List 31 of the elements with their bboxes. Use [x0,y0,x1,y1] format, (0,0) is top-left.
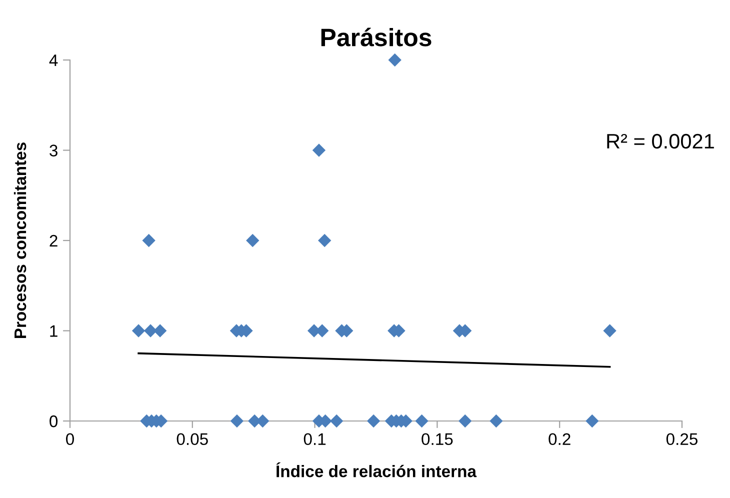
point [490,414,503,428]
point [142,234,156,248]
point [415,414,428,428]
annotation: R² = 0.0021 [607,134,714,149]
y-axis-title: Procesos concomitantes [14,142,26,338]
x-tick-label: 0.2 [548,433,570,446]
point [603,324,616,338]
y-tick-label: 3 [50,144,58,156]
point [312,144,326,157]
y-tick-label: 4 [49,54,58,66]
point [144,324,158,338]
y-tick-label: 0 [50,415,58,428]
y-tick-label: 1 [50,325,58,337]
chart-title: Parásitos [321,28,432,46]
point [154,324,167,338]
x-tick-label: 0.1 [304,433,326,446]
x-tick-label: 0 [66,433,74,446]
point [318,234,332,248]
x-tick-label: 0.25 [666,433,698,446]
point [230,414,244,428]
x-tick-label: 0.15 [422,433,453,446]
x-axis-title: Índice de relación interna [276,462,477,478]
point [132,324,146,338]
point [458,414,472,428]
y-tick-label: 2 [50,234,58,247]
point [586,414,599,428]
point [330,414,344,428]
point [366,414,380,428]
x-tick-label: 0.05 [176,433,208,446]
point [246,234,260,248]
point [388,53,402,67]
